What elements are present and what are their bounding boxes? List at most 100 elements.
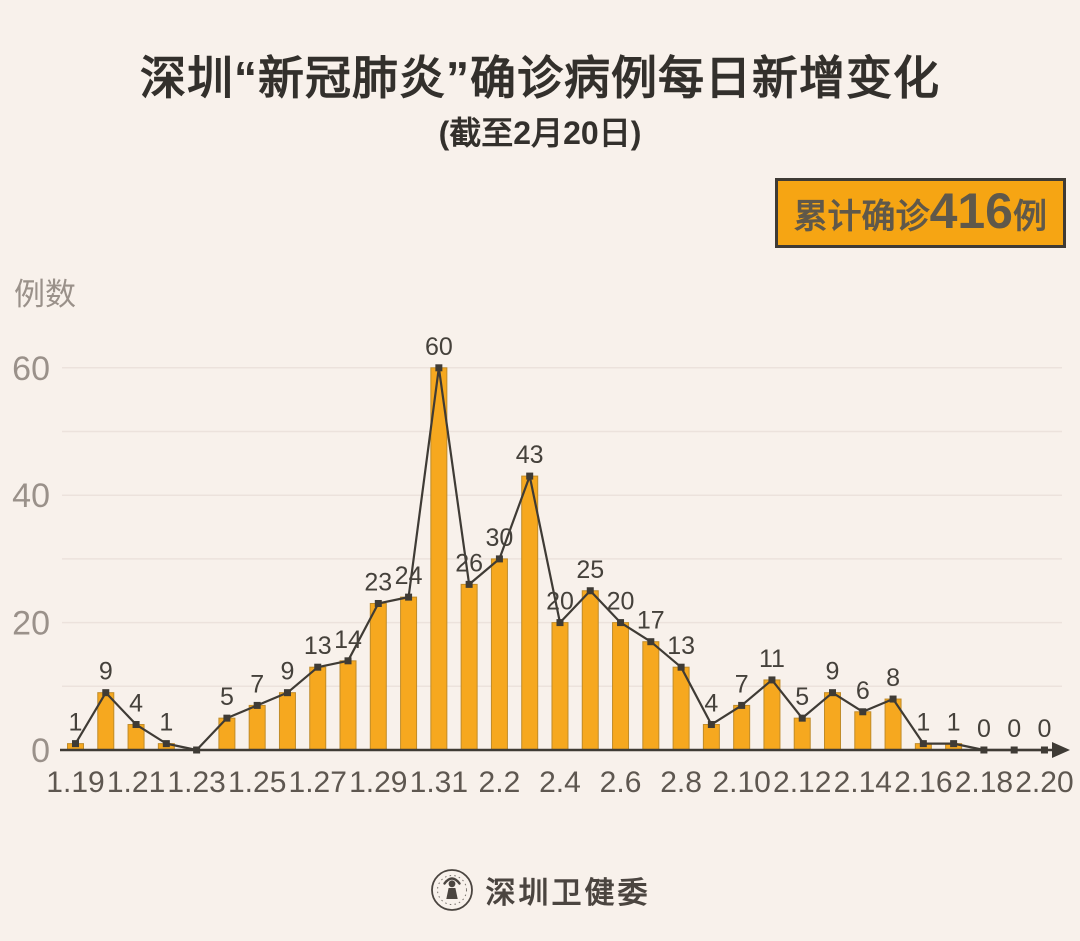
bar [793,717,811,751]
data-point-marker [435,364,443,372]
value-label: 9 [281,658,295,686]
value-label: 7 [735,670,749,698]
value-label: 1 [159,709,173,737]
data-point-marker [132,721,140,729]
x-axis-arrow [1052,742,1070,758]
data-point-marker [950,740,958,748]
bar [490,558,508,751]
x-tick-label: 1.25 [228,766,286,799]
data-point-marker [829,689,836,697]
data-point-marker [465,580,473,588]
badge-label: 累计确诊 [793,198,930,236]
x-tick-label: 1.23 [167,766,225,799]
bar [430,367,448,751]
data-point-marker [253,701,261,709]
x-tick-label: 2.12 [773,766,831,799]
footer: 深圳卫健委 [0,868,1080,912]
x-tick-label: 2.2 [479,766,521,799]
value-label: 60 [425,333,453,361]
data-point-marker [859,708,867,716]
data-point-marker [223,714,231,722]
x-tick-label: 2.16 [894,766,952,799]
value-label: 6 [856,677,870,705]
x-tick-label: 1.19 [46,766,104,799]
page-subtitle: (截至2月20日) [438,115,642,151]
badge-suffix: 例 [1013,198,1047,236]
gridlines [62,367,1062,688]
data-point-marker [556,619,564,627]
x-tick-label: 2.4 [539,766,581,799]
value-label: 20 [546,588,574,616]
bar [369,602,387,751]
data-point-marker [1010,746,1018,754]
x-tick-label: 1.21 [107,766,165,799]
value-label: 26 [455,549,483,577]
value-label: 20 [607,588,635,616]
bar [733,704,751,751]
x-tick-label: 2.10 [712,766,770,799]
value-label: 0 [1038,715,1052,743]
value-label: 5 [220,683,234,711]
value-label: 14 [334,626,362,654]
data-point-marker [1040,746,1048,754]
x-tick-label: 2.8 [660,766,702,799]
bar [339,660,357,751]
value-label: 7 [250,670,264,698]
data-point-marker [102,689,110,697]
value-label: 1 [916,709,930,737]
value-label: 13 [667,632,695,660]
value-label: 11 [759,645,785,673]
bar [521,475,539,751]
data-point-marker [677,663,685,671]
value-label: 17 [637,607,665,635]
bar [642,641,660,751]
value-label: 4 [129,690,143,718]
value-label: 5 [795,683,809,711]
value-label: 8 [886,664,900,692]
value-label: 1 [69,709,83,737]
value-label: 9 [826,658,840,686]
value-label: 4 [704,690,718,718]
bar [400,596,418,751]
data-point-marker [405,593,413,601]
data-point-marker [283,689,291,697]
bar [581,590,599,751]
x-tick-label: 1.31 [410,766,468,799]
data-point-marker [647,638,655,646]
bar [551,622,569,751]
value-label: 0 [1007,715,1021,743]
value-label: 9 [99,658,113,686]
x-tick-label: 2.20 [1015,766,1073,799]
bar [278,692,296,751]
data-point-marker [889,695,897,703]
bar [309,666,327,751]
y-tick-label: 0 [31,732,50,770]
bar [854,711,872,751]
data-point-marker [374,599,382,607]
y-tick-label: 40 [12,477,50,515]
value-label: 25 [576,556,604,584]
bar [460,583,478,751]
y-axis-tick-labels: 0 20 40 60 [12,350,50,770]
x-axis-tick-labels: 1.19 1.21 1.23 1.25 1.27 1.29 1.31 2.2 2.4 2.6 2.8… [46,766,1073,799]
data-point-marker [980,746,988,754]
data-point-marker [617,619,625,627]
y-tick-label: 20 [12,605,50,643]
data-point-markers [72,364,1048,754]
value-label: 13 [304,632,332,660]
value-label: 24 [395,562,423,590]
data-point-marker [162,740,170,748]
value-label: 1 [947,709,961,737]
value-label: 23 [364,568,392,596]
x-tick-label: 2.14 [834,766,892,799]
cumulative-total-badge: 累计确诊 416 例 [774,178,1066,248]
bar [612,622,630,751]
value-label: 30 [486,524,514,552]
data-point-marker [768,676,776,684]
badge-value: 416 [929,183,1013,239]
data-point-marker [919,740,927,748]
data-point-marker [495,555,503,563]
